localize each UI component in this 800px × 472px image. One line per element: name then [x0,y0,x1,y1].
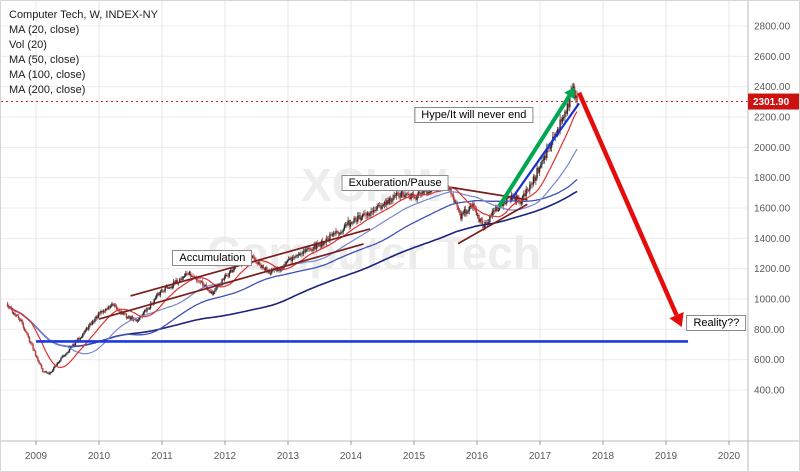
price-tick-label: 1600.00 [754,204,791,215]
chart-legend: Computer Tech, W, INDEX-NY MA (20, close… [9,8,158,98]
reality-arrow[interactable] [576,91,684,328]
legend-item-ma100[interactable]: MA (100, close) [9,69,86,81]
price-tick-label: 400.00 [754,386,785,397]
annotation-hype[interactable]: Hype/It will never end [414,107,534,124]
price-tick-label: 1800.00 [754,173,791,184]
time-tick-label: 2015 [403,451,426,462]
time-tick-label: 2013 [277,451,300,462]
price-tick-label: 2200.00 [754,113,791,124]
price-tick-label: 1200.00 [754,264,791,275]
price-tick-label: 1400.00 [754,234,791,245]
accumulation-channel-line-1[interactable] [98,243,364,320]
candlestick-series [6,83,578,376]
drawings [36,87,689,343]
price-tick-label: 600.00 [754,355,785,366]
time-tick-label: 2012 [214,451,237,462]
annotation-reality[interactable]: Reality?? [686,315,747,332]
hype-arrow[interactable] [497,87,575,208]
watermark-line2: Computer Tech [207,227,541,279]
last-price-tag: 2301.90 [748,93,799,110]
time-tick-label: 2020 [718,451,741,462]
legend-item-ma200[interactable]: MA (200, close) [9,84,86,96]
time-tick-label: 2009 [25,451,48,462]
blue-trend-line[interactable] [510,102,580,200]
time-tick-label: 2019 [655,451,678,462]
price-tick-label: 1000.00 [754,295,791,306]
annotation-accumulation[interactable]: Accumulation [172,250,253,267]
legend-item-ma20[interactable]: MA (20, close) [9,24,80,36]
price-axis[interactable] [748,1,800,472]
price-tick-label: 2000.00 [754,143,791,154]
ma-line-20[interactable] [7,111,578,369]
time-tick-label: 2016 [466,451,489,462]
time-tick-label: 2011 [151,451,173,462]
price-tick-label: 2600.00 [754,52,791,63]
pennant-line-1[interactable] [451,186,528,201]
legend-item-vol20[interactable]: Vol (20) [9,39,47,51]
time-tick-label: 2017 [529,451,552,462]
symbol-title[interactable]: Computer Tech, W, INDEX-NY [9,9,158,21]
price-tick-label: 800.00 [754,325,785,336]
annotation-exuberation-pause[interactable]: Exuberation/Pause [341,174,449,191]
watermark: XCI, W Computer Tech [207,151,541,287]
price-tick-label: 2400.00 [754,82,791,93]
price-tick-label: 2800.00 [754,22,791,33]
legend-item-ma50[interactable]: MA (50, close) [9,54,80,66]
pennant-line-2[interactable] [457,203,528,245]
time-axis[interactable] [1,441,800,472]
time-tick-label: 2010 [88,451,111,462]
svg-text:2301.90: 2301.90 [753,97,790,108]
time-tick-label: 2018 [592,451,615,462]
time-tick-label: 2014 [340,451,363,462]
